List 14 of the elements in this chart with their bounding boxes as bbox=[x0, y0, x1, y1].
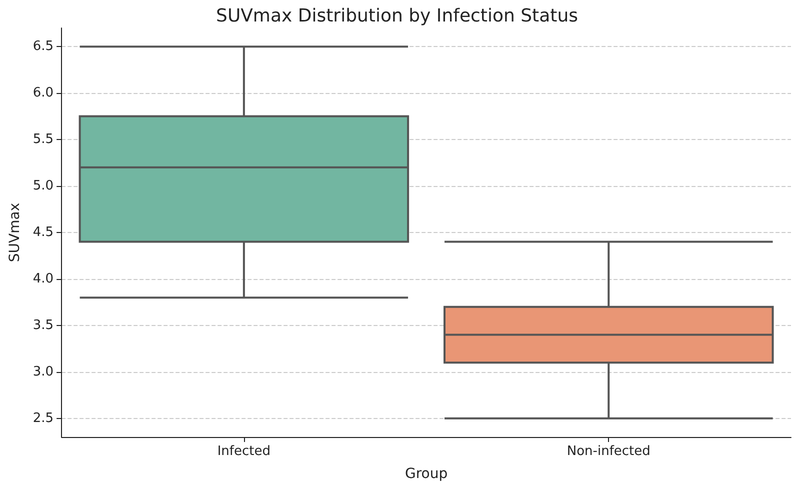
y-tick-label: 4.0 bbox=[32, 271, 54, 286]
x-tick-label: Non-infected bbox=[566, 444, 650, 459]
y-tick-label: 5.0 bbox=[32, 178, 54, 194]
x-axis-title: Group bbox=[404, 466, 448, 482]
y-tick-label: 3.0 bbox=[32, 364, 54, 380]
y-tick-label: 4.5 bbox=[32, 225, 54, 240]
y-tick-label: 6.0 bbox=[32, 86, 54, 101]
chart-title: SUVmax Distribution by Infection Status bbox=[216, 6, 578, 26]
x-tick-label: Infected bbox=[217, 444, 271, 459]
y-axis-title: SUVmax bbox=[7, 202, 23, 262]
y-tick-label: 2.5 bbox=[32, 410, 54, 426]
y-tick-label: 6.5 bbox=[32, 39, 54, 54]
y-tick-label: 5.5 bbox=[32, 132, 54, 148]
y-tick-label: 3.5 bbox=[32, 318, 54, 333]
